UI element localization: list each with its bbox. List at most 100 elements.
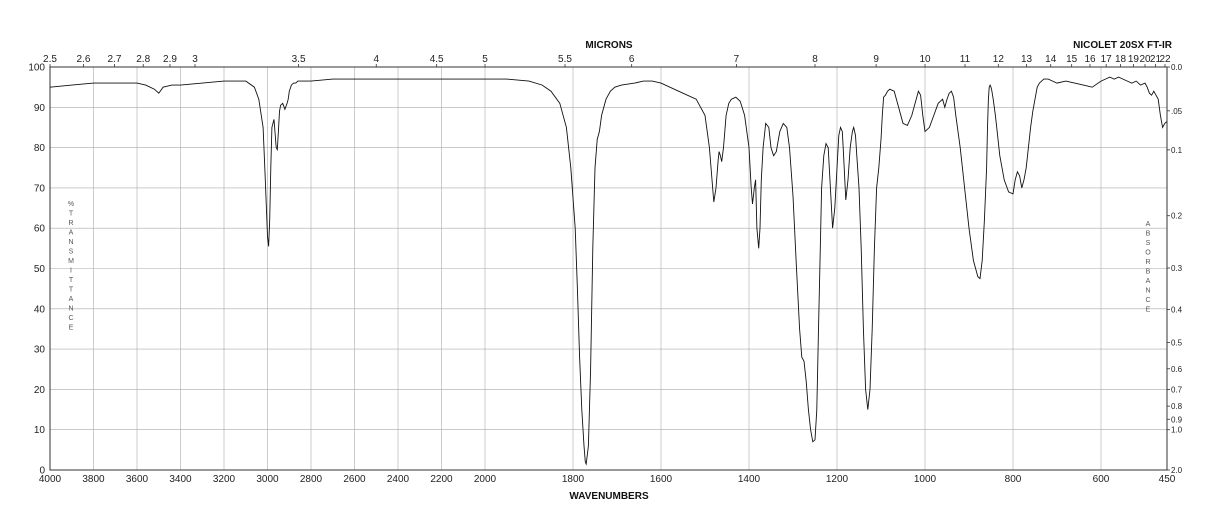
side-label-letter: A	[69, 296, 74, 303]
absorbance-tick-label: 0.6	[1171, 365, 1183, 374]
y-tick-label: 0	[39, 466, 45, 477]
side-label-letter: A	[1146, 278, 1151, 285]
side-label-letter: B	[1146, 231, 1151, 238]
plot-frame	[49, 66, 1168, 471]
y-tick-label: 100	[28, 63, 45, 74]
micron-tick-label: 8	[812, 54, 818, 65]
y-tick-label: 10	[34, 425, 46, 436]
x-axis-label: WAVENUMBERS	[569, 491, 649, 502]
x-tick-label: 4000	[39, 474, 62, 485]
side-label-letter: N	[1145, 288, 1150, 295]
micron-tick-label: 12	[993, 54, 1005, 65]
micron-tick-label: 9	[873, 54, 879, 65]
micron-tick-label: 18	[1115, 54, 1127, 65]
micron-tick-label: 3.5	[292, 54, 306, 65]
micron-tick-label: 22	[1159, 54, 1171, 65]
side-label-letter: T	[69, 287, 74, 294]
absorbance-tick-labels: 0.0 .05 0.1 0.2 0.3 0.4 0.5 0.6 0.7 0.8 0.9 1.0 2.0	[1167, 63, 1183, 475]
x-tick-label: 2000	[474, 474, 497, 485]
absorbance-tick-label: 0.2	[1171, 212, 1183, 221]
micron-tick-label: 2.5	[43, 54, 57, 65]
micron-tick-label: 6	[629, 54, 635, 65]
side-label-letter: T	[69, 211, 74, 218]
y-tick-label: 60	[34, 224, 46, 235]
x-tick-label: 3800	[82, 474, 105, 485]
side-label-letter: M	[68, 258, 74, 265]
x-tick-label: 1800	[562, 474, 585, 485]
side-label-letter: N	[68, 306, 73, 313]
side-label-letter: O	[1145, 250, 1151, 257]
microns-title: MICRONS	[585, 40, 633, 51]
side-label-letter: T	[69, 277, 74, 284]
y-tick-label: 50	[34, 264, 46, 275]
side-label-letter: B	[1146, 269, 1151, 276]
horizontal-gridlines	[50, 66, 1167, 471]
y-tick-label: 30	[34, 345, 46, 356]
x-tick-label: 2400	[387, 474, 410, 485]
micron-tick-label: 4	[373, 54, 379, 65]
side-label-letter: C	[1145, 297, 1150, 304]
x-tick-label: 800	[1005, 474, 1022, 485]
side-label-letter: A	[1146, 221, 1151, 228]
side-label-letter: R	[68, 220, 73, 227]
x-tick-label: 3000	[256, 474, 279, 485]
wavenumber-tick-labels: 4000 3800 3600 3400 3200 3000 2800 2600 2400 2200…	[39, 474, 1176, 485]
micron-tick-label: 2.8	[136, 54, 150, 65]
y-tick-label: 90	[34, 103, 46, 114]
absorbance-tick-label: 0.7	[1171, 386, 1183, 395]
x-tick-label: 450	[1159, 474, 1176, 485]
x-tick-label: 1000	[914, 474, 937, 485]
micron-tick-label: 7	[734, 54, 740, 65]
x-tick-label: 3200	[213, 474, 236, 485]
absorbance-tick-label: 0.8	[1171, 402, 1183, 411]
side-label-letter: I	[70, 268, 72, 275]
micron-tick-label: 3	[192, 54, 198, 65]
absorbance-tick-label: 0.4	[1171, 306, 1183, 315]
x-tick-label: 1600	[650, 474, 673, 485]
micron-tick-label: 5.5	[558, 54, 572, 65]
x-tick-label: 2800	[300, 474, 323, 485]
micron-tick-label: 20	[1139, 54, 1151, 65]
spectrum-line	[49, 76, 1168, 466]
micron-tick-label: 5	[482, 54, 488, 65]
absorbance-tick-label: 0.9	[1171, 415, 1183, 424]
micron-tick-label: 2.9	[163, 54, 177, 65]
side-label-letter: %	[68, 201, 74, 208]
x-tick-label: 2600	[343, 474, 366, 485]
micron-tick-label: 13	[1021, 54, 1033, 65]
side-label-letter: R	[1145, 259, 1150, 266]
side-label-letter: S	[1146, 240, 1151, 247]
y-tick-label: 20	[34, 385, 46, 396]
side-label-letter: S	[69, 249, 74, 256]
micron-tick-label: 19	[1128, 54, 1140, 65]
x-tick-label: 2200	[430, 474, 453, 485]
x-tick-label: 1200	[826, 474, 849, 485]
micron-tick-label: 4.5	[430, 54, 444, 65]
y-tick-label: 70	[34, 183, 46, 194]
micron-tick-label: 10	[919, 54, 931, 65]
micron-tick-label: 15	[1066, 54, 1078, 65]
side-label-letter: E	[1146, 307, 1151, 314]
micron-tick-label: 21	[1150, 54, 1162, 65]
absorbance-tick-label: 0.1	[1171, 146, 1183, 155]
y-tick-label: 80	[34, 143, 46, 154]
side-label-letter: A	[69, 230, 74, 237]
x-tick-label: 3400	[169, 474, 192, 485]
micron-tick-label: 14	[1045, 54, 1057, 65]
micron-tick-labels: 2.5 2.6 2.7 2.8 2.9 3 3.5 4 4.5 5 5.5 6 7 8 9 10 11 12 13 1…	[43, 54, 1171, 67]
absorbance-tick-label: .05	[1171, 107, 1183, 116]
y-tick-label: 40	[34, 304, 46, 315]
micron-tick-label: 17	[1101, 54, 1113, 65]
absorbance-tick-label: 0.3	[1171, 264, 1183, 273]
absorbance-tick-label: 2.0	[1171, 466, 1183, 475]
side-label-letter: E	[69, 325, 74, 332]
micron-tick-label: 16	[1084, 54, 1096, 65]
transmittance-tick-labels: 0 10 20 30 40 50 60 70 80 90 100	[28, 63, 45, 477]
micron-tick-label: 2.7	[107, 54, 121, 65]
micron-tick-label: 2.6	[77, 54, 91, 65]
side-label-letter: N	[68, 239, 73, 246]
micron-tick-label: 11	[960, 54, 971, 65]
